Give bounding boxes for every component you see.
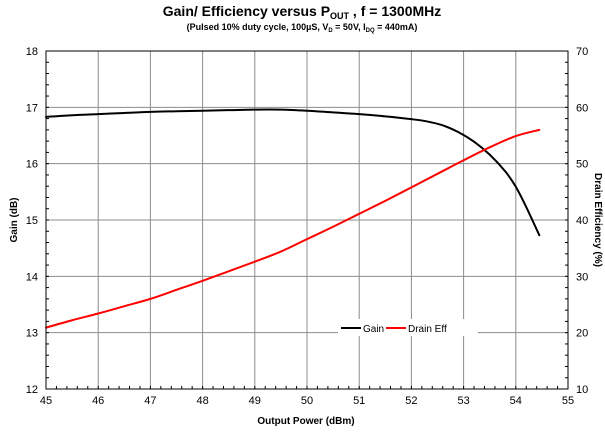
y-left-tick-label: 15 xyxy=(26,215,38,227)
x-tick-label: 52 xyxy=(405,395,417,407)
chart-title: Gain/ Efficiency versus POUT , f = 1300M… xyxy=(163,3,442,21)
x-tick-label: 45 xyxy=(40,395,52,407)
y-right-tick-label: 40 xyxy=(576,215,588,227)
drain-eff-series-line xyxy=(45,128,541,329)
y-right-tick-label: 20 xyxy=(576,328,588,340)
y-right-tick-label: 10 xyxy=(576,384,588,396)
y-axis-left-title: Gain (dB) xyxy=(9,198,20,243)
x-tick-label: 51 xyxy=(353,395,365,407)
legend-box xyxy=(338,319,478,336)
x-tick-label: 46 xyxy=(92,395,104,407)
legend-gain-label: Gain xyxy=(363,324,384,335)
y-right-tick-label: 30 xyxy=(576,271,588,283)
x-tick-label: 50 xyxy=(301,395,313,407)
series-group xyxy=(45,108,541,329)
legend: Gain Drain Eff xyxy=(338,319,478,336)
x-tick-label: 55 xyxy=(562,395,574,407)
plot-frame xyxy=(45,50,569,390)
x-tick-label: 47 xyxy=(144,395,156,407)
y-left-tick-label: 13 xyxy=(26,328,38,340)
x-tick-label: 49 xyxy=(249,395,261,407)
y-left-tick-label: 14 xyxy=(26,271,38,283)
y-right-tick-label: 70 xyxy=(576,46,588,58)
chart-subtitle: (Pulsed 10% duty cycle, 100µS, VD = 50V,… xyxy=(187,22,418,34)
tick-labels: 45 46 47 48 49 50 51 52 53 54 55 12 13 14 15 16 17 18 10 20… xyxy=(26,46,589,407)
y-left-tick-label: 18 xyxy=(26,46,38,58)
x-tick-label: 53 xyxy=(457,395,469,407)
x-tick-label: 54 xyxy=(510,395,522,407)
y-right-tick-label: 50 xyxy=(576,159,588,171)
y-axis-right-title: Drain Efficiency (%) xyxy=(592,173,603,267)
y-left-tick-label: 16 xyxy=(26,159,38,171)
gain-series-line xyxy=(45,108,541,237)
x-tick-label: 48 xyxy=(196,395,208,407)
y-right-tick-label: 60 xyxy=(576,102,588,114)
x-axis-title: Output Power (dBm) xyxy=(257,416,354,427)
legend-eff-label: Drain Eff xyxy=(408,324,447,335)
y-left-tick-label: 17 xyxy=(26,102,38,114)
y-left-tick-label: 12 xyxy=(26,384,38,396)
